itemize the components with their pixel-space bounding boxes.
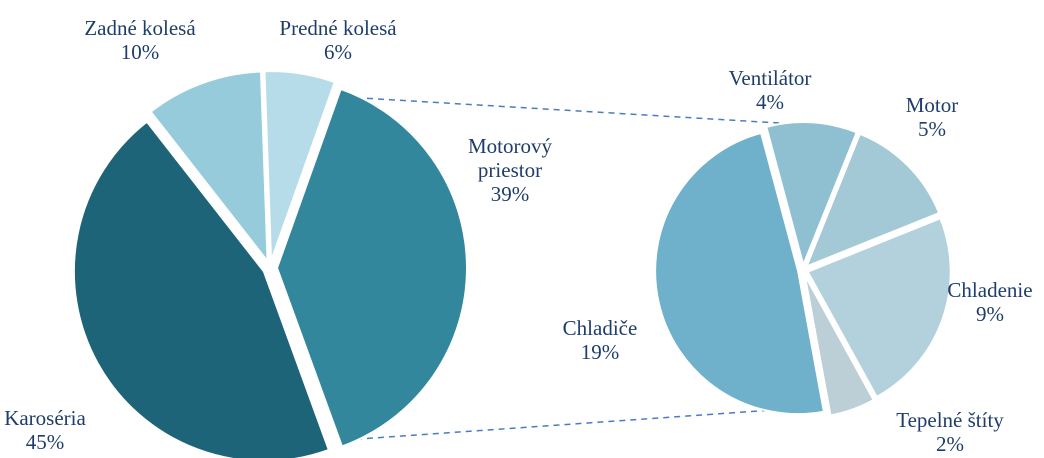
category-label: Karoséria [4,406,86,430]
category-label: Zadné kolesá [84,16,196,40]
value-label: 10% [120,40,160,64]
pie-slice [803,274,876,417]
connector-line [344,96,813,126]
pie-slice [654,131,826,416]
slice-label: Motorový priestor 39% [455,134,565,206]
slice-label: Zadné kolesá 10% [84,16,195,64]
pie-slice [804,132,941,269]
pie-slice [765,121,858,269]
category-label: Motorový priestor [468,134,552,182]
value-label: 9% [975,302,1004,326]
pie-slice [263,70,337,262]
value-label: 2% [936,432,964,456]
category-label: Chladenie [947,278,1033,302]
value-label: 45% [25,430,65,454]
value-label: 4% [756,90,784,114]
connector-line [344,405,831,441]
slice-label: Motor 5% [906,93,959,141]
value-label: 39% [490,182,530,206]
value-label: 19% [580,340,620,364]
value-label: 5% [918,117,946,141]
slice-label: Chladenie 9% [947,278,1032,326]
pie-slice [72,120,331,458]
value-label: 6% [324,40,352,64]
slice-label: Karoséria 45% [4,406,86,454]
category-label: Chladiče [562,316,638,340]
slice-label: Tepelné štíty 2% [896,408,1004,456]
category-label: Tepelné štíty [896,408,1004,432]
slice-label: Predné kolesá 6% [279,16,396,64]
pie-slice [806,216,952,399]
category-label: Ventilátor [728,66,812,90]
category-label: Motor [905,93,959,117]
pie-slice [275,87,468,448]
slice-label: Ventilátor 4% [729,66,812,114]
pie-slice [149,70,269,265]
slice-label: Chladiče 19% [563,316,638,364]
category-label: Predné kolesá [279,16,397,40]
